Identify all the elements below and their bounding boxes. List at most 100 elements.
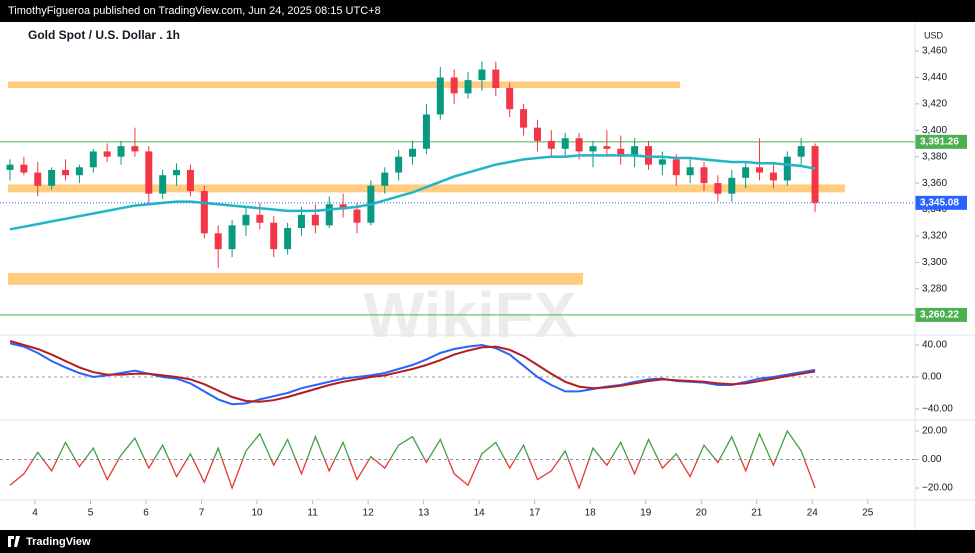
oscillator-line-above — [32, 429, 806, 460]
x-tick-label: 25 — [862, 508, 874, 519]
y-tick-label: 0.00 — [922, 372, 942, 383]
x-tick-label: 19 — [640, 508, 652, 519]
level-label: 3,260.22 — [920, 310, 959, 321]
candle-body — [533, 127, 541, 141]
candle-body — [644, 146, 652, 165]
candle-body — [603, 146, 611, 149]
brand-logo — [8, 536, 20, 547]
candle-body — [103, 151, 111, 157]
candle-body — [769, 172, 777, 181]
x-tick-label: 21 — [751, 508, 763, 519]
candle-body — [728, 177, 736, 194]
zone — [8, 81, 680, 89]
header-bar — [0, 0, 975, 22]
candle-body — [478, 69, 486, 81]
candle-body — [117, 146, 125, 157]
candle-body — [297, 214, 305, 229]
level-label-box — [915, 134, 967, 149]
candle-body — [256, 214, 264, 223]
candle-body — [228, 225, 236, 250]
y-tick-label: 3,360 — [922, 178, 947, 189]
zone — [8, 272, 583, 285]
y-tick-label: 3,380 — [922, 151, 947, 162]
x-tick-label: 13 — [418, 508, 430, 519]
y-tick-label: 3,280 — [922, 283, 947, 294]
x-tick-label: 6 — [143, 508, 149, 519]
moving-average — [9, 154, 816, 231]
indicator-line — [9, 340, 816, 403]
x-tick-label: 17 — [529, 508, 541, 519]
candle-body — [783, 156, 791, 181]
x-tick-label: 18 — [585, 508, 597, 519]
footer-brand: TradingView — [26, 536, 91, 548]
x-tick-label: 20 — [696, 508, 708, 519]
candle-body — [575, 138, 583, 152]
last-price-label: 3,345.08 — [920, 197, 959, 208]
candle-body — [353, 209, 361, 223]
x-tick-label: 5 — [88, 508, 94, 519]
candle-body — [589, 146, 597, 152]
candle-body — [450, 77, 458, 94]
x-tick-label: 24 — [807, 508, 819, 519]
title-backdrop — [20, 27, 200, 45]
y-tick-label: −40.00 — [922, 404, 953, 415]
candle-body — [34, 172, 42, 186]
candle-body — [173, 169, 181, 176]
candle-body — [700, 167, 708, 184]
candle-body — [714, 183, 722, 194]
candle-body — [520, 109, 528, 128]
level-label: 3,391.26 — [920, 136, 959, 147]
candle-body — [48, 169, 56, 186]
y-tick-label: 3,300 — [922, 257, 947, 268]
candle-body — [672, 159, 680, 176]
y-tick-label: 20.00 — [922, 426, 947, 437]
candle-body — [62, 169, 70, 176]
candle-body — [242, 214, 250, 226]
footer-bar — [0, 530, 975, 553]
level-label-box — [915, 307, 967, 322]
candle-body — [409, 148, 417, 157]
candle-body — [159, 175, 167, 194]
candle-body — [811, 146, 819, 203]
candle-body — [214, 233, 222, 250]
currency-label: USD — [924, 30, 944, 40]
candle-body — [492, 69, 500, 89]
candle-body — [131, 146, 139, 152]
x-tick-label: 12 — [363, 508, 375, 519]
candle-body — [742, 167, 750, 178]
y-tick-label: 3,420 — [922, 99, 947, 110]
candle-body — [395, 156, 403, 173]
candle-body — [339, 204, 347, 210]
candle-body — [20, 164, 28, 173]
candle-body — [145, 151, 153, 194]
header-text: TimothyFigueroa published on TradingView… — [8, 5, 381, 17]
candle-body — [284, 228, 292, 250]
candle-body — [658, 159, 666, 165]
candle-body — [617, 148, 625, 157]
y-tick-label: 40.00 — [922, 340, 947, 351]
candle-body — [561, 138, 569, 149]
candle-body — [686, 167, 694, 176]
x-tick-label: 11 — [307, 508, 318, 519]
candle-body — [200, 191, 208, 234]
x-tick-label: 4 — [32, 508, 38, 519]
y-tick-label: 3,460 — [922, 46, 947, 57]
candle-body — [464, 80, 472, 94]
candle-body — [325, 204, 333, 226]
candle-body — [311, 214, 319, 226]
candle-body — [75, 167, 83, 176]
x-tick-label: 14 — [474, 508, 486, 519]
zone — [8, 184, 845, 193]
y-tick-label: −20.00 — [922, 483, 953, 494]
candle-body — [436, 77, 444, 115]
y-tick-label: 3,320 — [922, 231, 947, 242]
oscillator-line-below — [9, 459, 816, 490]
candle-body — [422, 114, 430, 149]
y-tick-label: 0.00 — [922, 454, 942, 465]
x-tick-label: 7 — [199, 508, 205, 519]
candle-body — [381, 172, 389, 186]
candle-body — [756, 167, 764, 173]
candle-body — [631, 146, 639, 157]
chart-title: Gold Spot / U.S. Dollar . 1h — [28, 28, 180, 42]
